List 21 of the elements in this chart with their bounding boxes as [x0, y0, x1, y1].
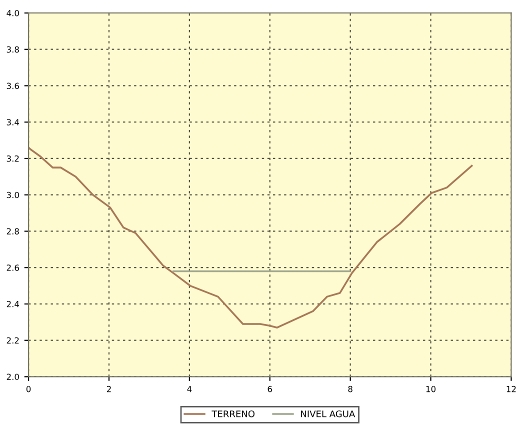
y-tick-label: 3.6 [6, 82, 19, 90]
line-series [28, 146, 473, 329]
y-tick-label: 2.0 [6, 374, 19, 380]
x-tick-label: 6 [268, 386, 272, 392]
legend-label: TERRENO [212, 410, 255, 418]
y-tick-label: 3.0 [6, 192, 19, 198]
x-tick-label: 2 [106, 386, 111, 392]
x-tick-label: 10 [426, 386, 436, 392]
x-tick-label: 12 [506, 386, 516, 392]
x-tick-label: 4 [187, 386, 192, 392]
y-tick-label: 2.6 [6, 264, 19, 271]
legend-label: NIVEL AGUA [301, 410, 356, 418]
y-tick-label: 3.4 [6, 119, 20, 126]
y-tick-label: 3.2 [6, 155, 19, 162]
y-tick-label: 4.0 [6, 10, 19, 16]
x-tick-label: 8 [348, 386, 352, 392]
y-tick-label: 2.8 [6, 228, 19, 235]
y-tick-label: 3.8 [6, 46, 19, 53]
y-tick-label: 2.4 [6, 300, 20, 308]
x-tick-label: 0 [26, 386, 31, 392]
y-tick-label: 2.2 [6, 337, 19, 344]
